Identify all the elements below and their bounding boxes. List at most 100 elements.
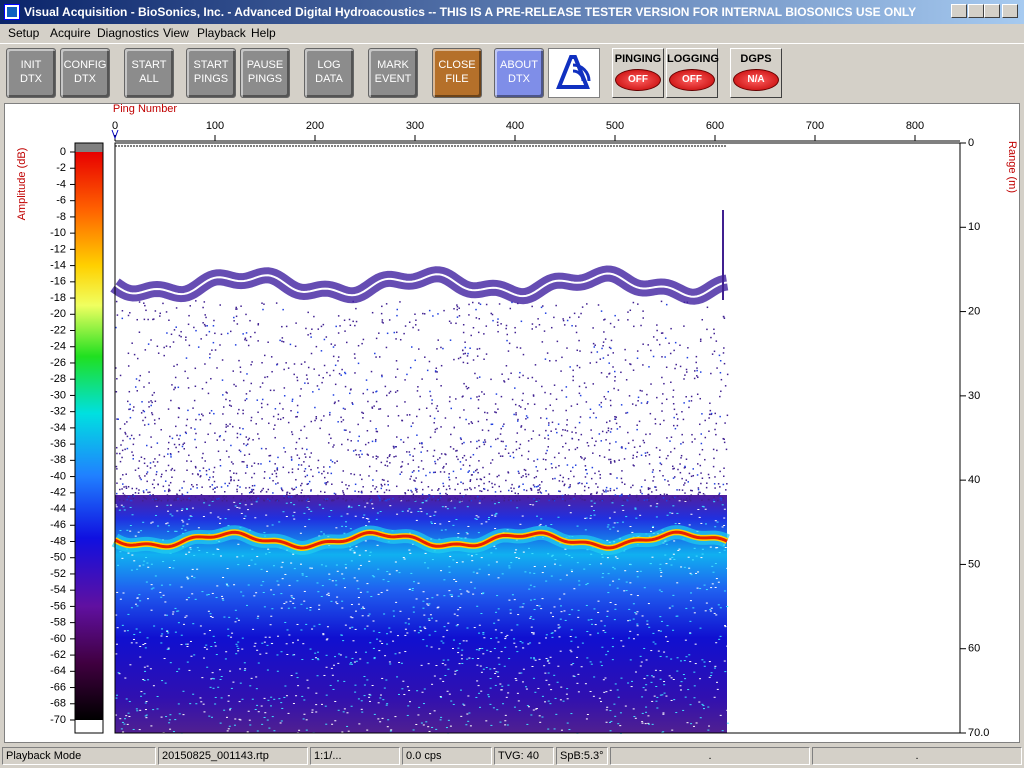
echo-speck bbox=[214, 645, 217, 647]
echo-speck bbox=[715, 642, 718, 644]
toolbar-button[interactable]: START PINGS bbox=[186, 48, 236, 98]
echo-speck bbox=[212, 341, 215, 344]
echo-speck bbox=[195, 432, 197, 435]
echo-speck bbox=[557, 516, 560, 518]
echo-speck bbox=[333, 444, 335, 446]
echo-speck bbox=[181, 519, 184, 521]
echo-speck bbox=[559, 496, 561, 498]
toolbar-button[interactable]: START ALL bbox=[124, 48, 174, 98]
menu-item[interactable]: Acquire bbox=[50, 26, 91, 40]
echo-speck bbox=[148, 382, 150, 384]
echo-speck bbox=[207, 392, 210, 395]
echo-speck bbox=[717, 581, 720, 583]
echo-speck bbox=[280, 702, 283, 704]
echo-speck bbox=[497, 619, 500, 621]
echo-speck bbox=[574, 448, 577, 451]
toolbar-button[interactable]: LOG DATA bbox=[304, 48, 354, 98]
toolbar-button[interactable]: CONFIG DTX bbox=[60, 48, 110, 98]
echo-speck bbox=[629, 363, 631, 365]
echo-speck bbox=[232, 496, 235, 499]
toolbar-button[interactable]: PAUSE PINGS bbox=[240, 48, 290, 98]
echo-speck bbox=[591, 466, 594, 469]
echo-speck bbox=[628, 637, 631, 639]
restore-child-button[interactable] bbox=[951, 4, 967, 18]
indicator[interactable]: PINGING OFF bbox=[612, 48, 664, 98]
echo-speck bbox=[331, 460, 334, 463]
echo-speck bbox=[695, 555, 698, 557]
echo-speck bbox=[705, 602, 708, 604]
echo-speck bbox=[521, 606, 524, 608]
echo-speck bbox=[343, 493, 345, 496]
echo-speck bbox=[306, 474, 309, 477]
echo-speck bbox=[606, 539, 609, 541]
maximize-button[interactable] bbox=[984, 4, 1000, 18]
echo-speck bbox=[367, 518, 370, 520]
echo-speck bbox=[175, 497, 177, 499]
toolbar-button[interactable]: MARK EVENT bbox=[368, 48, 418, 98]
echo-speck bbox=[147, 423, 150, 426]
echo-speck bbox=[404, 379, 406, 381]
echo-speck bbox=[380, 487, 383, 490]
echo-speck bbox=[230, 687, 233, 689]
echo-speck bbox=[336, 596, 339, 598]
menu-item[interactable]: View bbox=[163, 26, 189, 40]
echo-speck bbox=[438, 496, 441, 498]
echo-speck bbox=[381, 500, 384, 502]
echo-speck bbox=[418, 496, 420, 498]
echo-speck bbox=[281, 337, 284, 339]
echo-speck bbox=[389, 631, 392, 633]
echo-speck bbox=[246, 466, 248, 469]
toolbar-button[interactable]: CLOSE FILE bbox=[432, 48, 482, 98]
echo-speck bbox=[713, 667, 716, 669]
echo-speck bbox=[262, 581, 265, 583]
echo-speck bbox=[202, 516, 205, 518]
echo-speck bbox=[298, 729, 301, 731]
menu-item[interactable]: Setup bbox=[8, 26, 40, 40]
echo-speck bbox=[187, 387, 190, 389]
status-pane: . bbox=[610, 747, 810, 765]
indicator[interactable]: DGPS N/A bbox=[730, 48, 782, 98]
echo-speck bbox=[565, 574, 568, 576]
echo-speck bbox=[670, 658, 673, 660]
echo-speck bbox=[375, 356, 377, 358]
echo-speck bbox=[587, 445, 590, 447]
echo-speck bbox=[531, 376, 534, 379]
echo-speck bbox=[418, 348, 420, 350]
echo-speck bbox=[398, 496, 400, 498]
menu-item[interactable]: Help bbox=[251, 26, 276, 40]
echo-speck bbox=[213, 412, 215, 415]
echo-speck bbox=[489, 703, 492, 705]
menu-item[interactable]: Diagnostics bbox=[97, 26, 160, 40]
echo-speck bbox=[540, 492, 543, 494]
echo-speck bbox=[613, 522, 616, 524]
echo-speck bbox=[361, 615, 364, 617]
echo-speck bbox=[350, 506, 353, 508]
echo-speck bbox=[504, 720, 507, 722]
echo-speck bbox=[116, 452, 118, 455]
echo-speck bbox=[510, 487, 512, 489]
minimize-button[interactable] bbox=[968, 4, 984, 18]
echo-speck bbox=[693, 377, 696, 380]
echo-speck bbox=[343, 587, 346, 589]
echo-speck bbox=[243, 443, 245, 445]
echo-speck bbox=[125, 485, 127, 488]
echo-speck bbox=[209, 353, 211, 355]
echo-speck bbox=[434, 428, 437, 431]
toolbar-button[interactable]: INIT DTX bbox=[6, 48, 56, 98]
echo-speck bbox=[723, 524, 726, 526]
logo-button[interactable] bbox=[548, 48, 600, 98]
toolbar-button[interactable]: ABOUT DTX bbox=[494, 48, 544, 98]
echo-speck bbox=[578, 580, 581, 582]
echo-speck bbox=[710, 674, 713, 676]
echo-speck bbox=[344, 330, 346, 332]
indicator[interactable]: LOGGING OFF bbox=[666, 48, 719, 98]
close-button[interactable] bbox=[1002, 4, 1018, 18]
menu-item[interactable]: Playback bbox=[197, 26, 246, 40]
echo-speck bbox=[456, 316, 459, 318]
echo-speck bbox=[145, 717, 148, 719]
echo-speck bbox=[461, 561, 464, 563]
echo-speck bbox=[169, 584, 172, 586]
echo-speck bbox=[234, 609, 237, 611]
echo-speck bbox=[351, 626, 354, 628]
echo-speck bbox=[316, 582, 319, 584]
